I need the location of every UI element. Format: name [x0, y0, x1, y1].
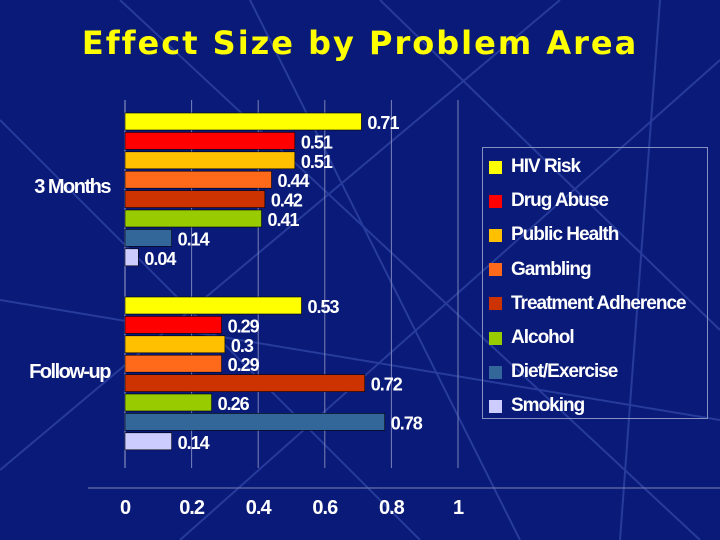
- data-label: 0.71: [367, 113, 399, 133]
- data-label: 0.14: [178, 229, 210, 249]
- data-label: 0.26: [218, 394, 250, 414]
- x-tick-label: 0.2: [179, 497, 205, 519]
- category-label: Follow-up: [29, 361, 111, 383]
- legend-item: Alcohol: [489, 326, 575, 350]
- legend-label: Smoking: [511, 395, 585, 417]
- data-label: 0.29: [228, 355, 260, 375]
- bar: [124, 374, 366, 392]
- legend-item: Gambling: [489, 258, 592, 282]
- data-label: 0.51: [301, 152, 333, 172]
- data-label: 0.41: [268, 210, 300, 230]
- category-label: 3 Months: [34, 176, 111, 198]
- legend-label: Public Health: [511, 224, 619, 246]
- bar: [124, 296, 302, 315]
- x-tick-label: 0.4: [246, 497, 273, 519]
- x-tick-label: 1: [453, 497, 464, 519]
- legend-label: HIV Risk: [511, 156, 581, 177]
- data-label: 0.14: [178, 433, 210, 453]
- legend-swatch: [489, 331, 502, 345]
- x-tick-label: 0.8: [379, 497, 405, 519]
- bar: [124, 151, 296, 170]
- data-label: 0.51: [301, 132, 333, 152]
- legend-item: Diet/Exercise: [489, 360, 618, 384]
- bar: [124, 413, 386, 431]
- bar: [124, 393, 212, 412]
- page-title: Effect Size by Problem Area: [81, 24, 639, 62]
- legend-swatch: [489, 263, 502, 277]
- legend-swatch: [489, 365, 502, 379]
- legend-item: HIV Risk: [489, 155, 581, 179]
- data-label: 0.44: [278, 171, 310, 191]
- legend-swatch: [489, 194, 502, 208]
- data-label: 0.04: [144, 249, 176, 269]
- data-label: 0.29: [228, 316, 260, 336]
- bar: [124, 112, 362, 131]
- bar: [124, 229, 172, 247]
- bar: [124, 248, 139, 267]
- data-label: 0.78: [391, 413, 423, 433]
- bar: [124, 132, 296, 150]
- bar: [124, 316, 222, 334]
- bar: [124, 335, 226, 354]
- bar: [124, 354, 222, 373]
- bar: [124, 432, 172, 451]
- legend-swatch: [489, 228, 502, 242]
- legend-label: Gambling: [511, 258, 592, 280]
- legend-swatch: [489, 399, 502, 413]
- data-label: 0.53: [307, 297, 339, 317]
- x-tick-label: 0.6: [312, 497, 338, 519]
- legend-label: Diet/Exercise: [511, 361, 618, 383]
- x-tick-label: 0: [120, 497, 131, 519]
- legend-item: Treatment Adherence: [489, 292, 687, 316]
- data-label: 0.72: [371, 375, 403, 395]
- legend-item: Smoking: [489, 394, 585, 418]
- legend-item: Drug Abuse: [489, 189, 609, 213]
- bar: [124, 190, 266, 208]
- legend-label: Alcohol: [511, 327, 575, 348]
- legend-label: Treatment Adherence: [511, 292, 687, 314]
- bar: [124, 209, 262, 228]
- bar: [124, 170, 272, 189]
- legend-swatch: [489, 297, 502, 311]
- legend-item: Public Health: [489, 223, 619, 247]
- data-label: 0.3: [231, 336, 254, 356]
- chart-legend: HIV Risk Drug Abuse Public Health Gambling T…: [482, 147, 708, 419]
- legend-label: Drug Abuse: [511, 190, 609, 212]
- legend-swatch: [489, 160, 502, 174]
- data-label: 0.42: [271, 191, 303, 211]
